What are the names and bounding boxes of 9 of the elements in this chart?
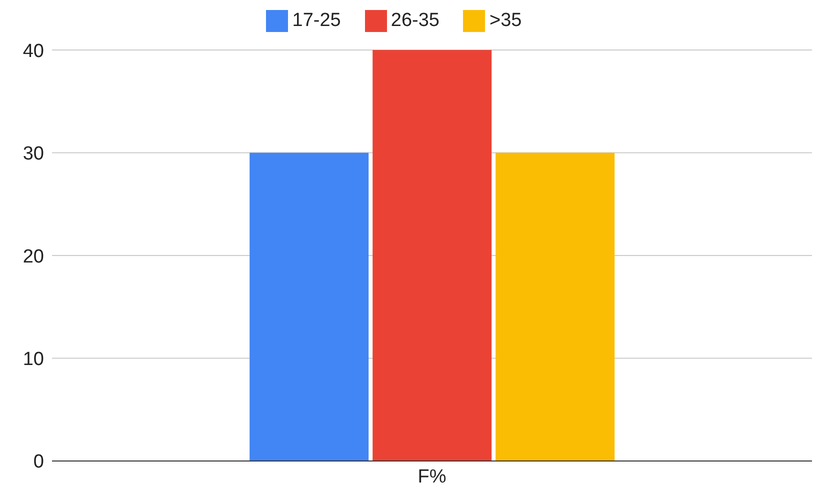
y-tick-label: 0: [33, 452, 44, 473]
y-tick-label: 30: [22, 144, 44, 165]
x-tick-label: F%: [418, 466, 446, 488]
legend-label: 26-35: [390, 10, 440, 32]
y-tick-label: 10: [22, 349, 44, 370]
y-tick-label: 20: [22, 246, 44, 268]
y-tick-label: 40: [22, 40, 44, 62]
legend-label: 17-25: [292, 10, 341, 32]
legend-label: >35: [489, 10, 522, 32]
